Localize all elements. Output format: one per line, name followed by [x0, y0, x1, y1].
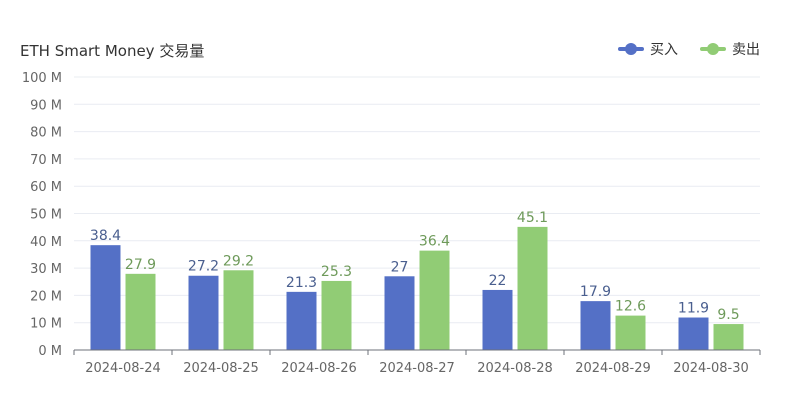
bar-sell[interactable]: [615, 315, 646, 350]
bar-buy[interactable]: [384, 276, 415, 350]
data-label: 25.3: [321, 264, 352, 280]
data-label: 27.9: [125, 257, 156, 273]
bar-sell[interactable]: [125, 273, 156, 350]
y-tick-label: 30 M: [30, 262, 62, 277]
bar-sell[interactable]: [321, 280, 352, 350]
data-label: 45.1: [517, 210, 548, 226]
x-tick-label: 2024-08-30: [673, 361, 749, 376]
y-tick-label: 60 M: [30, 180, 62, 195]
legend-label: 卖出: [732, 42, 760, 58]
bar-buy[interactable]: [482, 289, 513, 350]
x-tick-label: 2024-08-24: [85, 361, 161, 376]
data-label: 22: [489, 273, 507, 289]
x-tick-label: 2024-08-28: [477, 361, 553, 376]
data-label: 21.3: [286, 275, 317, 291]
bar-sell[interactable]: [419, 250, 450, 350]
bar-buy[interactable]: [580, 301, 611, 350]
legend-marker: [707, 43, 719, 55]
y-tick-label: 100 M: [22, 71, 62, 86]
data-label: 38.4: [90, 228, 121, 244]
chart-title: ETH Smart Money 交易量: [20, 42, 204, 60]
data-label: 36.4: [419, 234, 450, 250]
y-tick-label: 80 M: [30, 126, 62, 141]
y-tick-label: 20 M: [30, 289, 62, 304]
y-axis: 0 M 10 M 20 M 30 M 40 M 50 M 60 M 70 M 80 M 90 M 1…: [22, 71, 62, 359]
y-tick-label: 50 M: [30, 208, 62, 223]
y-tick-label: 40 M: [30, 235, 62, 250]
x-tick-label: 2024-08-26: [281, 361, 357, 376]
x-tick-label: 2024-08-27: [379, 361, 455, 376]
data-label: 12.6: [615, 299, 646, 315]
data-label: 17.9: [580, 284, 611, 300]
bars: [90, 226, 744, 350]
bar-buy[interactable]: [188, 275, 219, 350]
data-label: 11.9: [678, 301, 709, 317]
data-label: 29.2: [223, 253, 254, 269]
y-tick-label: 70 M: [30, 153, 62, 168]
x-axis: 2024-08-24 2024-08-25 2024-08-26 2024-08-27…: [73, 349, 761, 376]
legend-item-buy[interactable]: 买入: [618, 42, 678, 58]
legend-label: 买入: [650, 42, 678, 58]
grid-lines: [74, 76, 760, 324]
y-tick-label: 10 M: [30, 317, 62, 332]
bar-buy[interactable]: [286, 291, 317, 350]
bar-sell[interactable]: [223, 270, 254, 350]
x-tick-label: 2024-08-29: [575, 361, 651, 376]
legend[interactable]: 买入 卖出: [618, 42, 760, 58]
legend-item-sell[interactable]: 卖出: [700, 42, 760, 58]
y-tick-label: 0 M: [38, 344, 62, 359]
legend-marker: [625, 43, 637, 55]
bar-sell[interactable]: [517, 226, 548, 350]
x-tick-label: 2024-08-25: [183, 361, 259, 376]
bar-buy[interactable]: [678, 317, 709, 350]
bar-sell[interactable]: [713, 324, 744, 350]
data-label: 9.5: [717, 307, 739, 323]
data-label: 27: [391, 259, 409, 275]
data-label: 27.2: [188, 259, 219, 275]
data-labels: 38.4 27.2 21.3 27 22 17.9 11.9 27.9 29.2 25.3 36.4…: [90, 210, 740, 323]
bar-buy[interactable]: [90, 245, 121, 350]
y-tick-label: 90 M: [30, 98, 62, 113]
